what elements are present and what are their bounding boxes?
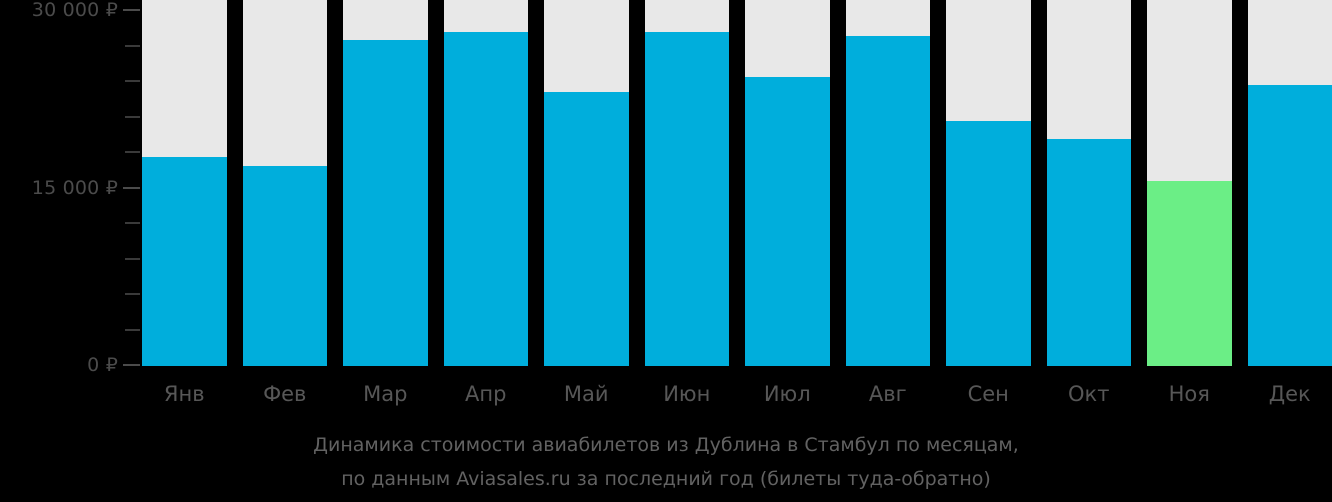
bar[interactable]: [1046, 139, 1131, 366]
x-axis-label: Авг: [868, 382, 907, 406]
bar-group[interactable]: [745, 0, 830, 366]
x-axis-label: Июл: [763, 382, 811, 406]
bar-group[interactable]: [1046, 0, 1131, 366]
bar-group[interactable]: [946, 0, 1031, 366]
y-axis-major-tick: [123, 9, 140, 11]
bar-group[interactable]: [544, 0, 629, 366]
bar[interactable]: [1247, 85, 1332, 366]
y-axis-label: 15 000 ₽: [31, 176, 118, 199]
chart-caption: Динамика стоимости авиабилетов из Дублин…: [0, 428, 1332, 496]
caption-line-2: по данным Aviasales.ru за последний год …: [341, 468, 991, 490]
bar-group[interactable]: [343, 0, 428, 366]
x-axis: Янв Фев Мар Апр Май Июн Июл Авг Сен Окт Ноя Дек: [142, 366, 1332, 418]
y-axis-minor-tick: [125, 222, 140, 224]
plot-area: [142, 0, 1332, 366]
bar[interactable]: [242, 166, 327, 366]
y-axis-major-tick: [123, 364, 140, 366]
x-axis-label: Июн: [663, 382, 711, 406]
bar[interactable]: [644, 32, 729, 366]
x-axis-tick-group: Июн: [645, 366, 730, 418]
x-axis-tick-group: Май: [544, 366, 629, 418]
bar[interactable]: [845, 36, 930, 366]
x-axis-label: Янв: [163, 382, 205, 406]
x-axis-tick-group: Янв: [142, 366, 227, 418]
x-axis-tick-group: Сен: [946, 366, 1031, 418]
y-axis-label: 0 ₽: [87, 354, 118, 376]
bar[interactable]: [142, 157, 227, 366]
y-axis-minor-tick: [125, 151, 140, 153]
bar[interactable]: [343, 40, 428, 366]
x-axis-tick-group: Апр: [444, 366, 529, 418]
x-axis-tick-group: Ноя: [1147, 366, 1232, 418]
x-axis-tick-group: Окт: [1047, 366, 1132, 418]
x-axis-label: Апр: [465, 382, 507, 406]
x-axis-label: Мар: [363, 382, 408, 406]
x-axis-label: Окт: [1068, 382, 1110, 406]
x-axis-label: Ноя: [1168, 382, 1210, 406]
x-axis-tick-group: Июл: [745, 366, 830, 418]
y-axis-minor-tick: [125, 293, 140, 295]
y-axis-label: 30 000 ₽: [31, 0, 118, 21]
y-axis-major-tick: [123, 186, 140, 189]
x-axis-label: Фев: [263, 382, 307, 406]
bar[interactable]: [544, 92, 629, 366]
bar[interactable]: [443, 32, 528, 366]
y-axis: 30 000 ₽ 15 000 ₽ 0 ₽: [0, 0, 142, 376]
bar-group[interactable]: [644, 0, 729, 366]
x-axis-tick-group: Дек: [1248, 366, 1332, 418]
y-axis-minor-tick: [125, 257, 140, 260]
x-axis-tick-group: Авг: [846, 366, 931, 418]
bar-group[interactable]: [142, 0, 227, 366]
bar-group[interactable]: [443, 0, 528, 366]
bar-group[interactable]: [845, 0, 930, 366]
y-axis-minor-tick: [125, 115, 140, 118]
bar[interactable]: [946, 121, 1031, 366]
y-axis-minor-tick: [125, 44, 140, 47]
x-axis-label: Май: [563, 382, 609, 406]
x-axis-label: Сен: [967, 382, 1009, 406]
bar-group[interactable]: [242, 0, 327, 366]
bar-group[interactable]: [1247, 0, 1332, 366]
y-axis-minor-tick: [125, 80, 140, 82]
bar-group[interactable]: [1147, 0, 1232, 366]
bar[interactable]: [745, 77, 830, 366]
x-axis-label: Дек: [1268, 382, 1311, 406]
bar-cheapest[interactable]: [1147, 181, 1232, 366]
y-axis-minor-tick: [125, 328, 140, 331]
x-axis-tick-group: Фев: [243, 366, 328, 418]
caption-line-1: Динамика стоимости авиабилетов из Дублин…: [313, 434, 1019, 456]
x-axis-tick-group: Мар: [343, 366, 428, 418]
